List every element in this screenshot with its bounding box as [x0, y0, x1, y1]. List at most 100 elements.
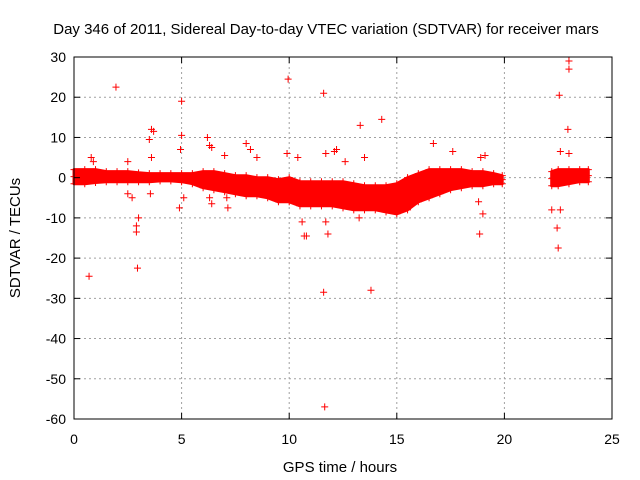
data-point [132, 222, 140, 230]
data-point [135, 214, 143, 222]
data-point [113, 168, 121, 176]
data-point [425, 194, 433, 202]
data-point [320, 89, 328, 97]
data-point [564, 125, 572, 133]
data-point [371, 194, 379, 202]
data-point [425, 166, 433, 174]
data-point [479, 182, 487, 190]
data-point [253, 154, 261, 162]
data-point [294, 154, 302, 162]
data-point [548, 175, 556, 183]
data-point [178, 97, 186, 105]
data-point [475, 198, 483, 206]
data-point [479, 210, 487, 218]
data-point [481, 152, 489, 160]
data-point [210, 177, 218, 185]
data-point [382, 195, 390, 203]
y-tick-label: -60 [46, 411, 66, 427]
data-point [565, 180, 573, 188]
data-point [339, 191, 347, 199]
data-point [468, 168, 476, 176]
data-point [355, 214, 363, 222]
data-point [477, 154, 485, 162]
data-point [490, 170, 498, 178]
data-point [565, 150, 573, 158]
data-point [242, 192, 250, 200]
data-point [246, 146, 254, 154]
y-axis-label: SDTVAR / TECUs [7, 178, 24, 298]
data-point [285, 174, 293, 182]
data-point [307, 202, 315, 210]
data-point [145, 135, 153, 143]
data-point [264, 174, 272, 182]
data-point [449, 148, 457, 156]
data-point [436, 178, 444, 186]
data-points [70, 57, 592, 411]
data-point [479, 168, 487, 176]
data-point [284, 75, 292, 83]
data-point [208, 144, 216, 151]
data-point [320, 288, 328, 296]
data-point [224, 204, 232, 212]
data-point [264, 184, 272, 192]
data-point [553, 224, 561, 232]
data-point [393, 210, 401, 218]
data-point [393, 180, 401, 188]
data-point [145, 170, 153, 178]
data-point [285, 186, 293, 194]
data-point [414, 184, 422, 192]
data-point [253, 174, 261, 182]
data-point [128, 194, 136, 202]
data-point [339, 204, 347, 212]
data-point [223, 194, 231, 202]
data-point [147, 154, 155, 162]
data-point [178, 131, 186, 139]
plot-frame [73, 56, 613, 420]
axis-ticks [73, 56, 613, 420]
data-point [221, 179, 229, 187]
data-point [206, 194, 214, 202]
data-point [221, 152, 229, 160]
data-point [425, 180, 433, 188]
data-point [178, 170, 186, 178]
data-point [296, 190, 304, 198]
data-point [85, 272, 93, 280]
data-point [177, 146, 185, 154]
data-point [89, 158, 97, 166]
x-tick-label: 10 [281, 431, 297, 447]
data-point [350, 206, 358, 214]
data-point [322, 150, 330, 158]
data-point [199, 184, 207, 192]
data-point [404, 174, 412, 182]
data-point [146, 190, 154, 198]
data-point [350, 180, 358, 188]
data-point [81, 173, 89, 181]
data-point [167, 170, 175, 178]
data-point [210, 168, 218, 176]
data-point [124, 158, 132, 166]
data-point [554, 166, 562, 174]
data-point [367, 286, 375, 294]
data-point [584, 166, 592, 174]
data-point [436, 190, 444, 198]
data-point [476, 230, 484, 238]
data-point [156, 170, 164, 178]
data-point [307, 190, 315, 198]
chart-title: Day 346 of 2011, Sidereal Day-to-day VTE… [53, 21, 598, 38]
x-tick-label: 15 [389, 431, 405, 447]
data-point [92, 178, 100, 186]
data-point [576, 172, 584, 180]
data-point [242, 182, 250, 190]
data-point [457, 184, 465, 192]
data-point [221, 170, 229, 178]
data-point [556, 148, 564, 156]
y-tick-label: 20 [50, 89, 66, 105]
data-point [584, 172, 592, 180]
data-point [378, 115, 386, 123]
data-point [339, 178, 347, 186]
data-point [322, 218, 330, 226]
data-point [356, 121, 364, 129]
data-point [548, 182, 556, 190]
data-point [92, 166, 100, 174]
data-point [81, 180, 89, 188]
